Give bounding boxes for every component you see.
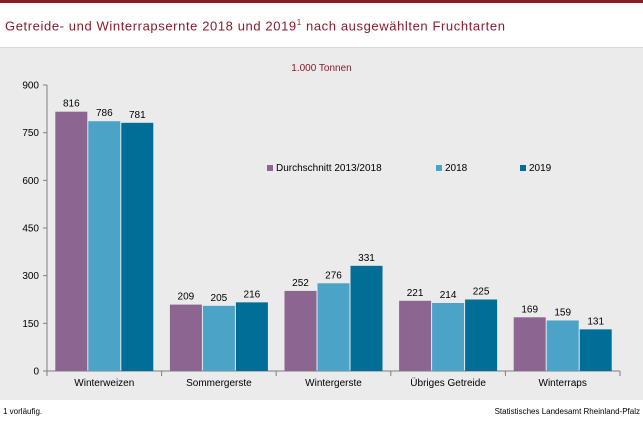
y-tick-label: 150 <box>22 319 39 330</box>
y-tick-label: 450 <box>22 224 39 235</box>
x-tick-label-winterraps: Winterraps <box>539 378 587 389</box>
legend-label-2018: 2018 <box>445 163 468 174</box>
value-label-ubriges-getreide-2019: 225 <box>473 287 490 298</box>
bar-winterraps-2019 <box>579 329 612 371</box>
legend-swatch-2018 <box>436 165 442 171</box>
y-tick-label: 600 <box>22 176 39 187</box>
value-labels: 816 786 781 209 205 216 252 276 331 221 214 225 169 1… <box>63 99 605 328</box>
bar-wintergerste-2019 <box>350 265 383 371</box>
bar-wintergerste-2018 <box>317 283 350 371</box>
value-label-sommergerste-2019: 216 <box>244 289 261 300</box>
title-text: Getreide- und Winterrapsernte 2018 und 2… <box>5 18 297 34</box>
bar-ubriges-getreide-2019 <box>465 299 498 371</box>
value-label-winterweizen-durchschnitt-2013-2018: 816 <box>63 99 80 110</box>
value-label-ubriges-getreide-durchschnitt-2013-2018: 221 <box>407 288 424 299</box>
x-tick-label-winterweizen: Winterweizen <box>74 378 134 389</box>
legend-label-2019: 2019 <box>529 163 552 174</box>
y-tick-label: 750 <box>22 128 39 139</box>
bar-winterweizen-2018 <box>88 121 121 371</box>
top-accent-bar <box>0 0 643 3</box>
x-tick-label-wintergerste: Wintergerste <box>305 378 362 389</box>
title-footnote-ref: 1 <box>296 18 302 27</box>
title-divider <box>0 47 643 48</box>
value-label-winterraps-2019: 131 <box>587 316 604 327</box>
value-label-winterweizen-2019: 781 <box>129 110 146 121</box>
y-axis: 0 150 300 450 600 750 900 <box>22 81 48 378</box>
value-label-wintergerste-2018: 276 <box>325 270 342 281</box>
y-tick-label: 0 <box>33 367 39 378</box>
x-axis: Winterweizen Sommergerste Wintergerste Übri… <box>46 370 621 389</box>
unit-label: 1.000 Tonnen <box>291 63 352 74</box>
value-label-wintergerste-2019: 331 <box>358 253 375 264</box>
bar-wintergerste-durchschnitt-2013-2018 <box>284 290 317 371</box>
bar-ubriges-getreide-2018 <box>432 302 465 371</box>
bar-winterraps-2018 <box>546 320 579 371</box>
bar-sommergerste-durchschnitt-2013-2018 <box>169 304 202 371</box>
bar-winterweizen-2019 <box>121 122 154 371</box>
value-label-sommergerste-durchschnitt-2013-2018: 209 <box>178 292 195 303</box>
bar-ubriges-getreide-durchschnitt-2013-2018 <box>399 300 432 371</box>
chart-title: Getreide- und Winterrapsernte 2018 und 2… <box>5 18 506 33</box>
value-label-sommergerste-2018: 205 <box>211 293 228 304</box>
footnote: 1 vorläufig. <box>3 407 43 416</box>
y-tick-label: 900 <box>22 81 39 92</box>
value-label-winterraps-2018: 159 <box>554 307 571 318</box>
title-rest: nach ausgewählten Fruchtarten <box>301 18 506 34</box>
value-label-wintergerste-durchschnitt-2013-2018: 252 <box>292 278 309 289</box>
y-tick-label: 300 <box>22 271 39 282</box>
legend-swatch-2019 <box>520 165 526 171</box>
legend-label-durchschnitt-2013-2018: Durchschnitt 2013/2018 <box>276 163 382 174</box>
bar-winterweizen-durchschnitt-2013-2018 <box>55 111 88 372</box>
legend: Durchschnitt 2013/2018 2018 2019 <box>267 163 552 174</box>
value-label-ubriges-getreide-2018: 214 <box>440 290 457 301</box>
value-label-winterweizen-2018: 786 <box>96 108 113 119</box>
bar-sommergerste-2019 <box>235 302 268 371</box>
value-label-winterraps-durchschnitt-2013-2018: 169 <box>521 304 538 315</box>
source-note: Statistisches Landesamt Rheinland-Pfalz <box>494 407 640 416</box>
x-tick-label-ubriges-getreide: Übriges Getreide <box>410 377 486 389</box>
bar-winterraps-durchschnitt-2013-2018 <box>513 317 546 371</box>
bar-marks <box>55 111 612 372</box>
x-tick-label-sommergerste: Sommergerste <box>186 378 252 389</box>
bar-sommergerste-2018 <box>202 305 235 371</box>
legend-swatch-durchschnitt-2013-2018 <box>267 165 273 171</box>
